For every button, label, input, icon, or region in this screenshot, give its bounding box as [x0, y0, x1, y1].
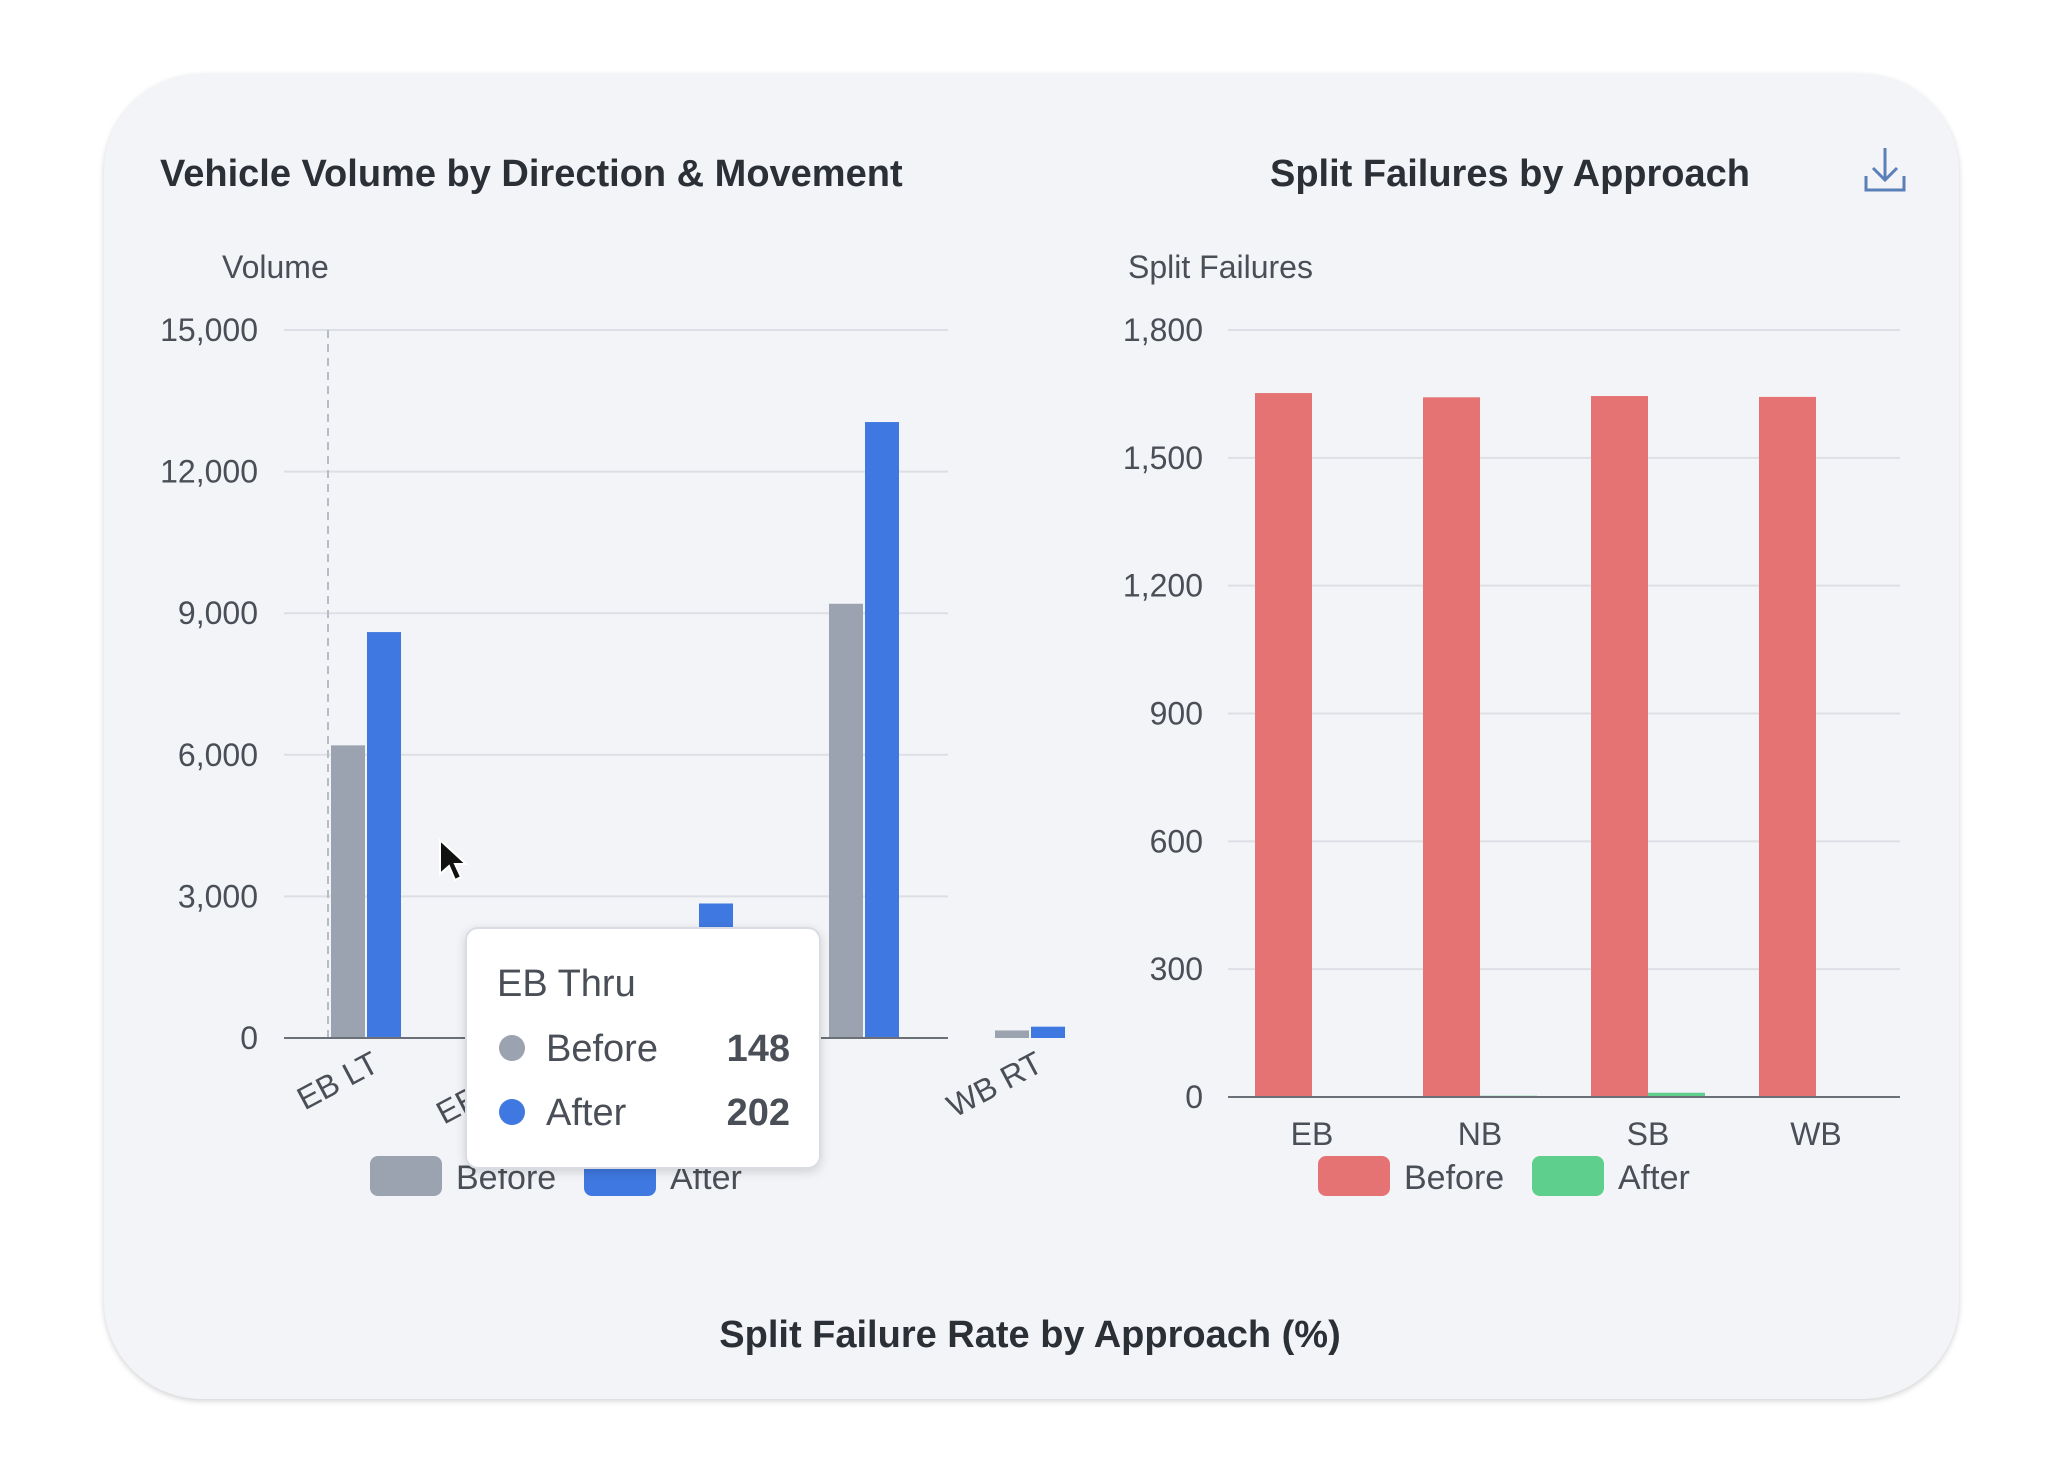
y-axis-label-volume: Volume: [222, 249, 329, 285]
y-tick-label: 15,000: [160, 312, 258, 348]
x-tick-label: EB: [1291, 1116, 1334, 1152]
legend-swatch-after[interactable]: [1532, 1156, 1604, 1196]
y-tick-label: 6,000: [178, 737, 258, 773]
bar-before-1[interactable]: [1423, 397, 1480, 1097]
legend-label-before[interactable]: Before: [1404, 1159, 1504, 1197]
x-tick-label: SB: [1627, 1116, 1670, 1152]
y-ticks-split-failures: 1,800 1,500 1,200 900 600 300 0: [1123, 312, 1203, 1115]
bars-volume: [331, 422, 1065, 1038]
bar-after-0[interactable]: [367, 632, 401, 1038]
x-tick-label: WB: [1790, 1116, 1842, 1152]
bar-before-0[interactable]: [331, 745, 365, 1038]
tooltip-after-label: After: [546, 1092, 627, 1134]
legend-swatch-before[interactable]: [370, 1156, 442, 1196]
x-tick-label: NB: [1458, 1116, 1502, 1152]
download-icon[interactable]: [1858, 140, 1912, 198]
y-tick-label: 9,000: [178, 595, 258, 631]
bar-after-2[interactable]: [1648, 1092, 1705, 1097]
y-tick-label: 3,000: [178, 878, 258, 914]
legend-swatch-before[interactable]: [1318, 1156, 1390, 1196]
y-ticks-volume: 15,000 12,000 9,000 6,000 3,000 0: [160, 312, 258, 1056]
tooltip-after-value: 202: [727, 1092, 790, 1134]
y-tick-label: 600: [1150, 823, 1203, 859]
tooltip: EB Thru Before 148 After 202: [465, 927, 821, 1169]
chart-title-volume: Vehicle Volume by Direction & Movement: [160, 153, 903, 195]
legend-split-failures: Before After: [1318, 1156, 1690, 1197]
y-tick-label: 12,000: [160, 454, 258, 490]
bar-before-2[interactable]: [1591, 396, 1648, 1097]
bars-split-failures: [1255, 393, 1816, 1098]
y-tick-label: 1,500: [1123, 440, 1203, 476]
bar-after-4[interactable]: [1031, 1026, 1065, 1038]
y-tick-label: 900: [1150, 696, 1203, 732]
bar-before-3[interactable]: [1759, 396, 1816, 1098]
x-tick-label: EB LT: [291, 1044, 384, 1116]
bar-before-4[interactable]: [995, 1030, 1029, 1038]
y-tick-label: 0: [240, 1020, 258, 1056]
y-axis-label-split-failures: Split Failures: [1128, 249, 1313, 285]
y-tick-label: 0: [1185, 1079, 1203, 1115]
y-tick-label: 300: [1150, 951, 1203, 987]
tooltip-header: EB Thru: [497, 963, 636, 1005]
tooltip-before-label: Before: [546, 1028, 658, 1070]
tooltip-before-dot: [499, 1035, 525, 1061]
bar-before-0[interactable]: [1255, 393, 1312, 1097]
section-title: Split Failure Rate by Approach (%): [719, 1314, 1340, 1356]
legend-label-after[interactable]: After: [1618, 1159, 1690, 1197]
bar-before-3[interactable]: [829, 603, 863, 1038]
y-tick-label: 1,800: [1123, 312, 1203, 348]
chart-title-split-failures: Split Failures by Approach: [1270, 153, 1750, 195]
x-ticks-split-failures: EB NB SB WB: [1291, 1116, 1842, 1152]
y-tick-label: 1,200: [1123, 568, 1203, 604]
mouse-cursor-icon: [439, 837, 469, 882]
x-tick-label: WB RT: [941, 1044, 1048, 1124]
tooltip-before-value: 148: [727, 1028, 790, 1070]
tooltip-after-dot: [499, 1099, 525, 1125]
bar-after-3[interactable]: [865, 422, 899, 1038]
